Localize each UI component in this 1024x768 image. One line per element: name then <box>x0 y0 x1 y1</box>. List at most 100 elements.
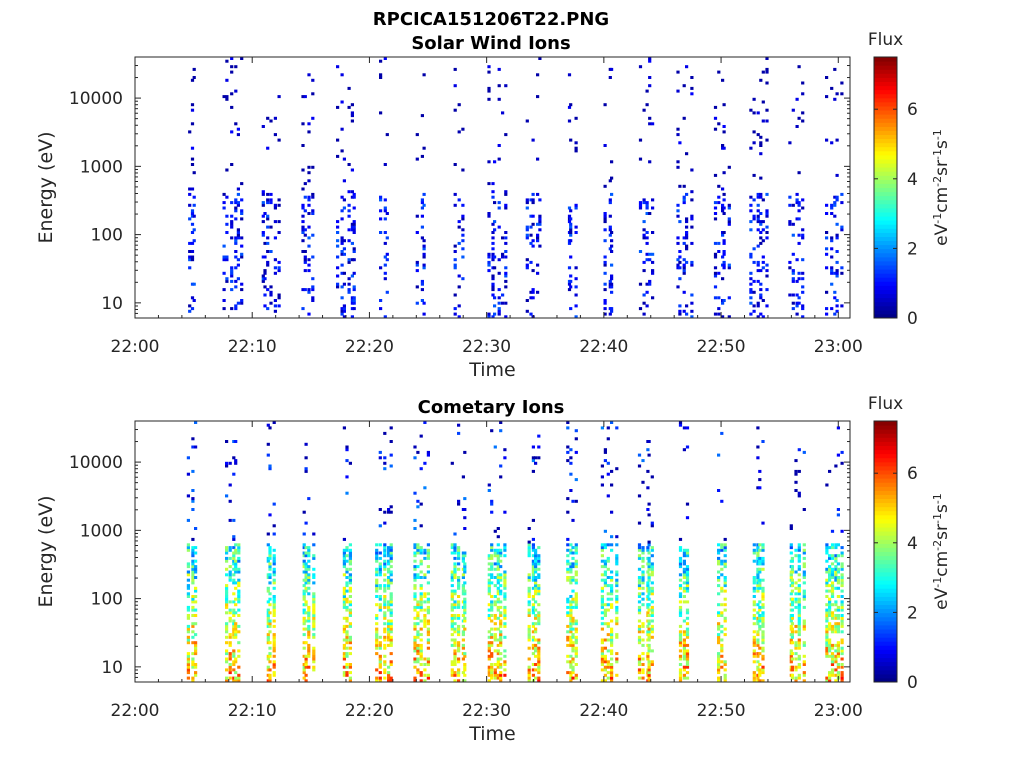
heatmap-cell <box>307 212 311 215</box>
heatmap-cell <box>538 198 542 202</box>
heatmap-cell <box>186 592 190 596</box>
heatmap-cell <box>833 97 837 101</box>
heatmap-cell <box>487 567 491 571</box>
heatmap-cell <box>537 576 541 579</box>
heatmap-cell <box>713 217 718 221</box>
heatmap-cell <box>272 633 276 637</box>
heatmap-cell <box>685 652 690 656</box>
heatmap-cell <box>606 584 610 588</box>
heatmap-cell <box>761 592 765 596</box>
heatmap-cell <box>527 668 531 672</box>
heatmap-cell <box>450 643 454 647</box>
heatmap-cell <box>375 584 379 588</box>
heatmap-cell <box>461 671 465 675</box>
heatmap-cell <box>790 597 794 601</box>
heatmap-cell <box>538 228 542 232</box>
heatmap-cell <box>569 622 573 626</box>
heatmap-cell <box>190 222 195 226</box>
heatmap-cell <box>676 127 680 131</box>
heatmap-cell <box>835 233 839 237</box>
heatmap-cell <box>352 258 356 262</box>
heatmap-cell <box>527 630 531 634</box>
heatmap-cell <box>387 605 391 609</box>
heatmap-cell <box>836 453 840 457</box>
heatmap-cell <box>457 315 461 319</box>
heatmap-cell <box>487 608 491 612</box>
heatmap-cell <box>191 497 195 501</box>
heatmap-cell <box>682 657 686 661</box>
heatmap-cell <box>723 668 727 672</box>
heatmap-cell <box>378 573 382 577</box>
heatmap-cell <box>531 624 535 628</box>
heatmap-cell <box>834 630 838 634</box>
heatmap-cell <box>531 668 535 672</box>
heatmap-cell <box>191 595 195 598</box>
heatmap-cell <box>840 271 844 275</box>
heatmap-cell <box>647 635 651 639</box>
heatmap-cell <box>529 214 533 218</box>
heatmap-cell <box>765 288 769 292</box>
heatmap-cell <box>752 643 756 647</box>
heatmap-cell <box>749 282 753 286</box>
heatmap-cell <box>646 581 650 585</box>
heatmap-cell <box>650 627 654 631</box>
heatmap-cell <box>610 535 614 539</box>
heatmap-cell <box>453 258 457 262</box>
heatmap-cell <box>261 190 265 194</box>
heatmap-cell <box>717 584 721 588</box>
heatmap-cell <box>685 643 690 647</box>
heatmap-cell <box>752 600 756 604</box>
heatmap-cell <box>828 578 832 582</box>
heatmap-cell <box>637 546 642 550</box>
heatmap-cell <box>383 231 387 234</box>
heatmap-cell <box>840 630 844 634</box>
heatmap-cell <box>682 263 686 267</box>
heatmap-cell <box>641 668 645 672</box>
heatmap-cell <box>263 285 267 289</box>
heatmap-cell <box>830 614 835 617</box>
heatmap-cell <box>641 671 645 675</box>
heatmap-cell <box>603 559 607 563</box>
heatmap-cell <box>348 622 352 626</box>
heatmap-cell <box>648 59 652 63</box>
heatmap-cell <box>225 649 229 653</box>
heatmap-cell <box>615 611 619 615</box>
heatmap-cell <box>301 220 305 224</box>
heatmap-cell <box>690 309 694 313</box>
heatmap-cell <box>453 573 457 577</box>
heatmap-cell <box>413 554 417 558</box>
x-tick-label: 23:00 <box>814 337 863 357</box>
heatmap-cell <box>496 573 500 577</box>
heatmap-cell <box>453 67 457 71</box>
heatmap-cell <box>830 236 834 240</box>
heatmap-cell <box>261 233 265 237</box>
heatmap-cell <box>836 663 840 666</box>
heatmap-cell <box>453 592 457 596</box>
heatmap-cell <box>761 635 765 639</box>
heatmap-cell <box>722 260 726 264</box>
colorbar-segment <box>874 592 897 597</box>
heatmap-cell <box>646 570 650 574</box>
heatmap-cell <box>794 489 798 492</box>
heatmap-cell <box>453 548 457 552</box>
colorbar-segment <box>874 657 897 663</box>
heatmap-cell <box>527 540 531 544</box>
heatmap-cell <box>503 668 507 672</box>
heatmap-cell <box>413 551 417 555</box>
heatmap-cell <box>615 652 619 656</box>
heatmap-cell <box>571 676 575 680</box>
heatmap-cell <box>834 576 838 579</box>
heatmap-cell <box>268 646 272 650</box>
heatmap-cell <box>647 665 651 669</box>
colorbar-segment <box>874 445 897 451</box>
heatmap-cell <box>228 633 232 637</box>
heatmap-cell <box>794 624 798 628</box>
heatmap-cell <box>301 288 305 292</box>
heatmap-cell <box>720 499 724 503</box>
heatmap-cell <box>266 633 270 637</box>
heatmap-cell <box>721 144 725 147</box>
heatmap-cell <box>191 573 195 577</box>
heatmap-cell <box>416 548 420 552</box>
heatmap-cell <box>266 217 270 221</box>
heatmap-cell <box>234 586 238 590</box>
